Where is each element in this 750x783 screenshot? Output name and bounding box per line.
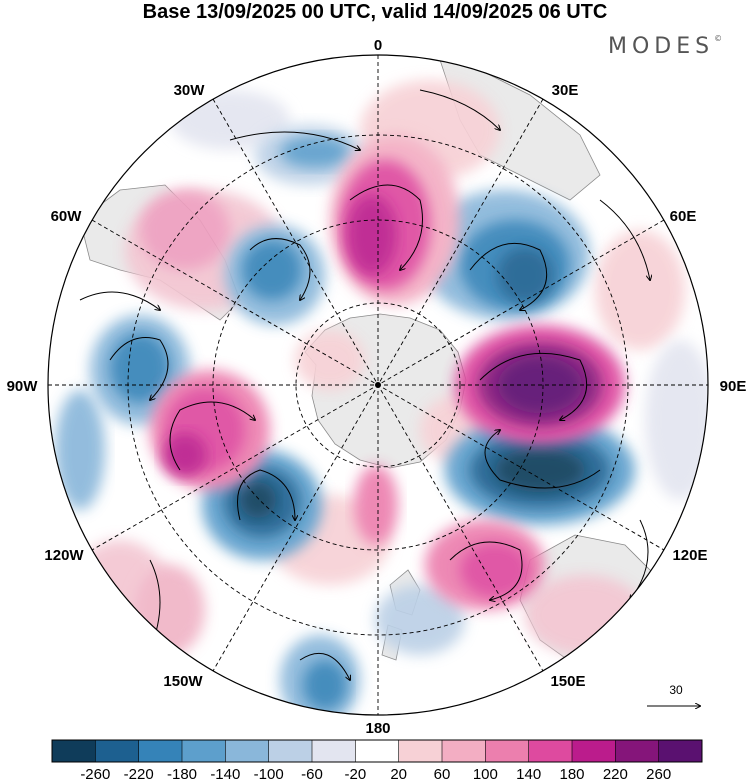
colorbar-tick-label: 140 bbox=[516, 766, 541, 783]
lon-label-150w: 150W bbox=[163, 673, 203, 690]
colorbar-swatch bbox=[225, 740, 269, 762]
lon-label-60w: 60W bbox=[51, 208, 83, 225]
map-title: Base 13/09/2025 00 UTC, valid 14/09/2025… bbox=[142, 1, 608, 23]
colorbar-border bbox=[51, 739, 703, 763]
colorbar-swatch bbox=[485, 740, 529, 762]
colorbar: -260 -220 -180 -140 -100 -60 -20 20 60 100 140 180 2… bbox=[51, 739, 703, 783]
colorbar-tick-label: 220 bbox=[603, 766, 628, 783]
colorbar-swatch bbox=[312, 740, 356, 762]
colorbar-swatch bbox=[658, 740, 703, 762]
colorbar-tick-label: -60 bbox=[301, 766, 323, 783]
colorbar-swatch bbox=[268, 740, 313, 762]
colorbar-tick-label: -20 bbox=[344, 766, 366, 783]
colorbar-swatch bbox=[355, 740, 399, 762]
colorbar-swatch bbox=[52, 740, 96, 762]
colorbar-swatch bbox=[572, 740, 616, 762]
lon-label-30e: 30E bbox=[552, 82, 579, 99]
map-disk bbox=[48, 55, 708, 715]
brand-name: MODES bbox=[608, 34, 715, 59]
lon-label-150e: 150E bbox=[550, 673, 585, 690]
colorbar-tick-label: -100 bbox=[254, 766, 284, 783]
colorbar-tick-label: 100 bbox=[473, 766, 498, 783]
colorbar-swatch bbox=[182, 740, 226, 762]
map-boundary bbox=[47, 54, 709, 716]
lon-label-30w: 30W bbox=[174, 82, 206, 99]
colorbar-tick-label: -140 bbox=[210, 766, 240, 783]
colorbar-tick-label: -180 bbox=[167, 766, 197, 783]
colorbar-swatch bbox=[615, 740, 659, 762]
colorbar-swatch bbox=[442, 740, 486, 762]
lon-label-90w: 90W bbox=[7, 378, 39, 395]
colorbar-swatch bbox=[95, 740, 139, 762]
colorbar-swatch bbox=[138, 740, 183, 762]
reference-vector-label: 30 bbox=[669, 683, 683, 697]
lon-label-0: 0 bbox=[374, 37, 382, 54]
colorbar-swatch bbox=[398, 740, 443, 762]
colorbar-tick-label: -220 bbox=[124, 766, 154, 783]
pole-marker bbox=[375, 382, 381, 388]
lon-label-180: 180 bbox=[365, 720, 390, 737]
colorbar-tick-label: 20 bbox=[390, 766, 407, 783]
lon-label-90e: 90E bbox=[720, 378, 747, 395]
brand-logo: MODES© bbox=[608, 34, 722, 59]
colorbar-swatch bbox=[528, 740, 573, 762]
lon-label-120e: 120E bbox=[672, 547, 707, 564]
brand-mark: © bbox=[714, 34, 723, 43]
colorbar-tick-label: 180 bbox=[559, 766, 584, 783]
streamlines bbox=[79, 89, 650, 680]
colorbar-tick-label: -260 bbox=[80, 766, 110, 783]
colorbar-tick-label: 60 bbox=[434, 766, 451, 783]
lon-label-60e: 60E bbox=[670, 208, 697, 225]
colorbar-tick-label: 260 bbox=[646, 766, 671, 783]
lon-label-120w: 120W bbox=[44, 547, 84, 564]
